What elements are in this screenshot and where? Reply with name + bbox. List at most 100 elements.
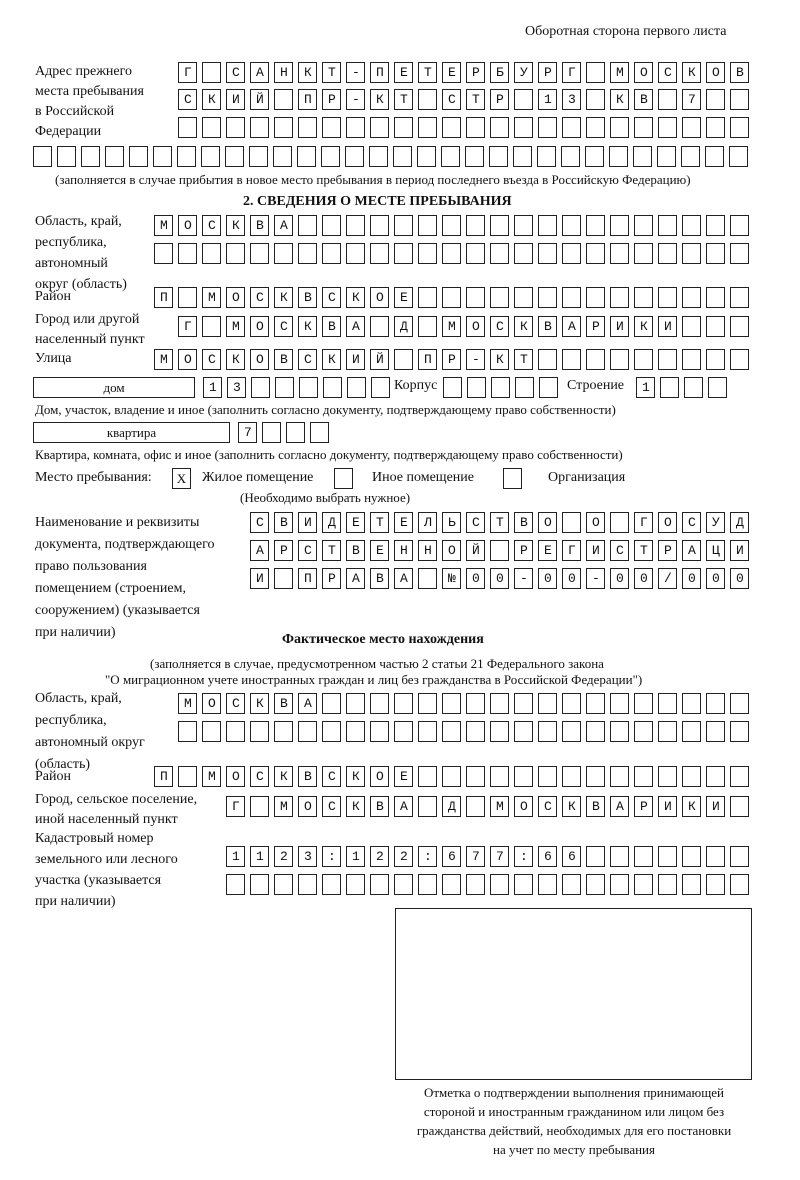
- street-cell[interactable]: [298, 349, 317, 370]
- cadastre-cell[interactable]: [658, 874, 677, 895]
- city-cell[interactable]: [490, 316, 509, 337]
- document-cell[interactable]: [610, 568, 629, 589]
- cadastre-cell[interactable]: [346, 846, 365, 867]
- actual-region-cell[interactable]: [658, 721, 677, 742]
- actual-district-cell[interactable]: [562, 766, 581, 787]
- actual-city-cell[interactable]: [562, 796, 581, 817]
- region-cell[interactable]: [466, 243, 485, 264]
- document-cell[interactable]: [538, 540, 557, 561]
- district-cell[interactable]: [346, 287, 365, 308]
- actual-city-cell[interactable]: [226, 796, 245, 817]
- prev-address-cell[interactable]: [249, 146, 268, 167]
- prev-address-cell[interactable]: [370, 117, 389, 138]
- region-cell[interactable]: [682, 215, 701, 236]
- actual-region-cell[interactable]: [346, 721, 365, 742]
- document-cell[interactable]: [298, 512, 317, 533]
- region-cell[interactable]: [514, 215, 533, 236]
- prev-address-cell[interactable]: [274, 62, 293, 83]
- actual-region-cell[interactable]: [682, 721, 701, 742]
- region-cell[interactable]: [202, 243, 221, 264]
- region-cell[interactable]: [466, 215, 485, 236]
- apartment-type-field[interactable]: квартира: [33, 422, 230, 443]
- prev-address-cell[interactable]: [394, 117, 413, 138]
- city-cell[interactable]: [562, 316, 581, 337]
- actual-city-cell[interactable]: [586, 796, 605, 817]
- prev-address-cell[interactable]: [153, 146, 172, 167]
- actual-district-cell[interactable]: [394, 766, 413, 787]
- prev-address-cell[interactable]: [129, 146, 148, 167]
- document-cell[interactable]: [730, 540, 749, 561]
- prev-address-cell[interactable]: [538, 62, 557, 83]
- city-cell[interactable]: [370, 316, 389, 337]
- prev-address-cell[interactable]: [561, 146, 580, 167]
- apartment-number-cell[interactable]: [238, 422, 257, 443]
- street-cell[interactable]: [490, 349, 509, 370]
- document-cell[interactable]: [418, 540, 437, 561]
- street-cell[interactable]: [658, 349, 677, 370]
- cadastre-cell[interactable]: [562, 846, 581, 867]
- prev-address-cell[interactable]: [417, 146, 436, 167]
- region-cell[interactable]: [250, 243, 269, 264]
- region-cell[interactable]: [394, 215, 413, 236]
- prev-address-cell[interactable]: [369, 146, 388, 167]
- place-option-organization-checkbox[interactable]: [503, 468, 522, 489]
- city-cell[interactable]: [226, 316, 245, 337]
- region-cell[interactable]: [202, 215, 221, 236]
- document-cell[interactable]: [298, 540, 317, 561]
- document-cell[interactable]: [514, 512, 533, 533]
- prev-address-cell[interactable]: [562, 89, 581, 110]
- actual-region-cell[interactable]: [514, 721, 533, 742]
- city-cell[interactable]: [274, 316, 293, 337]
- document-cell[interactable]: [538, 512, 557, 533]
- district-cell[interactable]: [202, 287, 221, 308]
- cadastre-cell[interactable]: [610, 846, 629, 867]
- place-option-other-checkbox[interactable]: [334, 468, 353, 489]
- prev-address-cell[interactable]: [322, 62, 341, 83]
- district-cell[interactable]: [658, 287, 677, 308]
- actual-district-cell[interactable]: [178, 766, 197, 787]
- street-cell[interactable]: [322, 349, 341, 370]
- actual-city-cell[interactable]: [298, 796, 317, 817]
- actual-region-cell[interactable]: [466, 721, 485, 742]
- actual-region-cell[interactable]: [562, 693, 581, 714]
- house-number-cell[interactable]: [347, 377, 366, 398]
- city-cell[interactable]: [538, 316, 557, 337]
- cadastre-cell[interactable]: [730, 846, 749, 867]
- street-cell[interactable]: [538, 349, 557, 370]
- city-cell[interactable]: [514, 316, 533, 337]
- document-cell[interactable]: [562, 540, 581, 561]
- prev-address-cell[interactable]: [81, 146, 100, 167]
- actual-region-cell[interactable]: [202, 693, 221, 714]
- prev-address-cell[interactable]: [202, 117, 221, 138]
- prev-address-cell[interactable]: [225, 146, 244, 167]
- cadastre-cell[interactable]: [730, 874, 749, 895]
- prev-address-cell[interactable]: [322, 89, 341, 110]
- city-cell[interactable]: [682, 316, 701, 337]
- city-cell[interactable]: [586, 316, 605, 337]
- document-cell[interactable]: [466, 540, 485, 561]
- prev-address-cell[interactable]: [298, 62, 317, 83]
- document-cell[interactable]: [658, 540, 677, 561]
- cadastre-cell[interactable]: [250, 846, 269, 867]
- prev-address-cell[interactable]: [586, 117, 605, 138]
- region-cell[interactable]: [706, 243, 725, 264]
- document-cell[interactable]: [322, 540, 341, 561]
- prev-address-cell[interactable]: [729, 146, 748, 167]
- prev-address-cell[interactable]: [514, 89, 533, 110]
- actual-region-cell[interactable]: [250, 693, 269, 714]
- korpus-cell[interactable]: [539, 377, 558, 398]
- region-cell[interactable]: [658, 243, 677, 264]
- prev-address-cell[interactable]: [537, 146, 556, 167]
- cadastre-cell[interactable]: [346, 874, 365, 895]
- actual-city-cell[interactable]: [370, 796, 389, 817]
- document-cell[interactable]: [562, 512, 581, 533]
- prev-address-cell[interactable]: [706, 117, 725, 138]
- region-cell[interactable]: [586, 215, 605, 236]
- actual-region-cell[interactable]: [442, 721, 461, 742]
- actual-region-cell[interactable]: [442, 693, 461, 714]
- actual-city-cell[interactable]: [346, 796, 365, 817]
- actual-district-cell[interactable]: [202, 766, 221, 787]
- prev-address-cell[interactable]: [562, 62, 581, 83]
- document-cell[interactable]: [514, 540, 533, 561]
- region-cell[interactable]: [514, 243, 533, 264]
